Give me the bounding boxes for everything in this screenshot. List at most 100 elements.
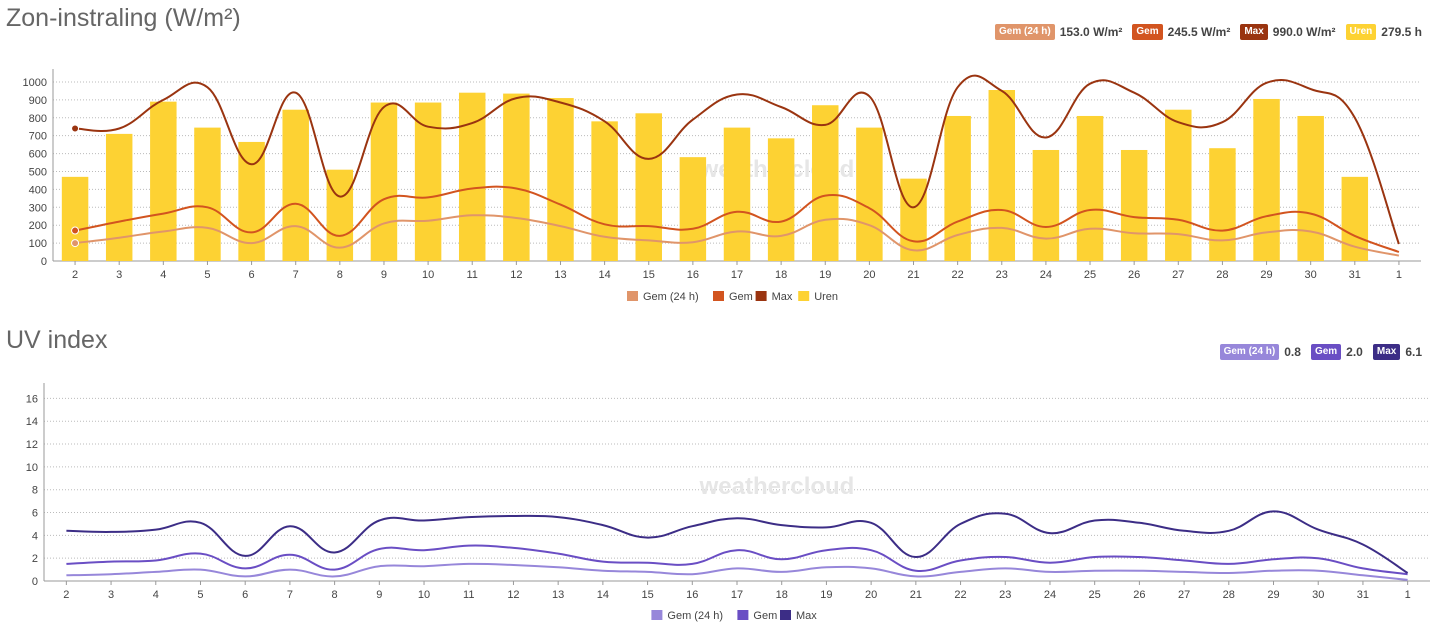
bar-uren (547, 98, 574, 261)
x-tick-label: 9 (376, 589, 382, 601)
stat-gem: Gem 2.0 (1310, 344, 1363, 360)
x-tick-label: 13 (554, 269, 566, 281)
line-max (66, 510, 1409, 574)
bar-uren (679, 157, 707, 261)
x-tick-label: 2 (63, 589, 69, 601)
bar-uren (944, 115, 971, 261)
legend-label: Gem (24 h) (667, 610, 723, 622)
y-tick-label: 800 (29, 113, 47, 125)
y-tick-label: 400 (29, 184, 47, 196)
x-tick-label: 24 (1040, 269, 1052, 281)
stat-gem-24-h: Gem (24 h) 153.0 W/m² (995, 24, 1122, 40)
stat-value: 0.8 (1284, 345, 1301, 359)
x-tick-label: 17 (731, 589, 743, 601)
x-tick-label: 9 (381, 269, 387, 281)
x-tick-label: 19 (820, 589, 832, 601)
y-tick-label: 10 (26, 462, 38, 474)
x-tick-label: 30 (1305, 269, 1317, 281)
x-tick-label: 30 (1312, 589, 1324, 601)
y-tick-label: 8 (32, 485, 38, 497)
stat-value: 153.0 W/m² (1059, 25, 1123, 39)
x-tick-label: 14 (598, 269, 610, 281)
x-tick-label: 4 (153, 589, 159, 601)
y-tick-label: 500 (29, 166, 47, 178)
bar-uren (723, 127, 751, 261)
x-tick-label: 31 (1357, 589, 1369, 601)
legend-swatch (713, 291, 724, 301)
bar-uren (1120, 149, 1148, 261)
bar-uren (856, 127, 883, 261)
y-tick-label: 700 (29, 131, 47, 143)
x-tick-label: 10 (422, 269, 434, 281)
x-tick-label: 14 (597, 589, 609, 601)
line-gem (66, 544, 1408, 576)
bar-uren (1209, 148, 1236, 261)
x-tick-label: 28 (1216, 269, 1228, 281)
x-tick-label: 22 (952, 269, 964, 281)
stat-value: 990.0 W/m² (1272, 25, 1336, 39)
uv-stats: Gem (24 h) 0.8 Gem 2.0 Max 6.1 (1219, 344, 1422, 360)
x-tick-label: 8 (337, 269, 343, 281)
x-tick-label: 6 (249, 269, 255, 281)
solar-stats: Gem (24 h) 153.0 W/m² Gem 245.5 W/m² Max 990.… (995, 24, 1422, 40)
bar-uren (282, 109, 309, 261)
stat-value: 6.1 (1405, 345, 1422, 359)
line-gem-24-h (66, 562, 1408, 581)
stat-max: Max 990.0 W/m² (1240, 24, 1336, 40)
x-tick-label: 25 (1084, 269, 1096, 281)
stat-value: 245.5 W/m² (1167, 25, 1231, 39)
x-tick-label: 28 (1223, 589, 1235, 601)
x-tick-label: 10 (418, 589, 430, 601)
bar-uren (194, 127, 221, 261)
watermark-text: weathercloud (699, 473, 855, 500)
x-tick-label: 25 (1089, 589, 1101, 601)
x-tick-label: 26 (1133, 589, 1145, 601)
bar-uren (1297, 115, 1324, 261)
x-tick-label: 7 (287, 589, 293, 601)
y-tick-label: 12 (26, 439, 38, 451)
bar-uren (1076, 115, 1104, 261)
x-tick-label: 11 (467, 269, 478, 281)
stat-badge: Gem (1132, 24, 1163, 40)
y-tick-label: 4 (32, 530, 38, 542)
x-tick-label: 5 (197, 589, 203, 601)
x-tick-label: 2 (72, 269, 78, 281)
stat-uren: Uren 279.5 h (1345, 24, 1422, 40)
x-tick-label: 7 (293, 269, 299, 281)
x-tick-label: 3 (116, 269, 122, 281)
legend-swatch (737, 610, 749, 620)
x-tick-label: 15 (643, 269, 655, 281)
x-tick-label: 27 (1172, 269, 1184, 281)
solar-chart: 01002003004005006007008009001000weatherc… (23, 69, 1421, 303)
x-tick-label: 23 (996, 269, 1008, 281)
bar-uren (370, 102, 398, 261)
point-gem (71, 226, 80, 235)
point-gem-24-h (71, 239, 80, 248)
stat-badge: Max (1372, 344, 1401, 360)
y-tick-label: 600 (29, 149, 47, 161)
x-tick-label: 8 (332, 589, 338, 601)
x-tick-label: 23 (999, 589, 1011, 601)
x-tick-label: 21 (907, 269, 919, 281)
line-gem-24-h (74, 214, 1400, 257)
bar-uren (61, 176, 89, 261)
x-tick-label: 19 (819, 269, 831, 281)
bar-uren (150, 101, 177, 261)
x-tick-label: 12 (510, 269, 522, 281)
x-tick-label: 1 (1405, 589, 1411, 601)
x-tick-label: 20 (865, 589, 877, 601)
y-tick-label: 300 (29, 202, 47, 214)
x-tick-label: 29 (1267, 589, 1279, 601)
bar-uren (1165, 109, 1192, 261)
x-tick-label: 24 (1044, 589, 1056, 601)
line-max (75, 74, 1400, 245)
stat-value: 2.0 (1346, 345, 1363, 359)
y-tick-label: 14 (26, 416, 38, 428)
stat-value: 279.5 h (1381, 25, 1422, 39)
bar-uren (635, 113, 662, 262)
x-tick-label: 12 (507, 589, 519, 601)
stat-gem: Gem 245.5 W/m² (1132, 24, 1230, 40)
y-tick-label: 100 (29, 238, 47, 250)
legend-swatch (755, 291, 767, 301)
